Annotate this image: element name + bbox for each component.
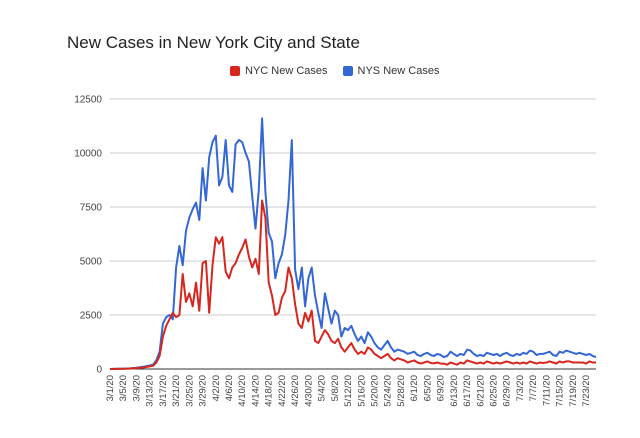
legend-label-nyc: NYC New Cases bbox=[245, 65, 328, 77]
x-tick-label: 6/5/20 bbox=[422, 375, 433, 401]
x-tick-label: 3/1/20 bbox=[105, 375, 116, 401]
x-tick-label: 3/13/20 bbox=[145, 375, 156, 407]
y-tick-label: 2500 bbox=[80, 311, 103, 322]
x-tick-label: 7/11/20 bbox=[541, 375, 552, 406]
legend-label-nys: NYS New Cases bbox=[357, 65, 440, 77]
x-tick-label: 7/15/20 bbox=[555, 375, 566, 407]
x-tick-label: 5/8/20 bbox=[330, 375, 341, 401]
x-tick-label: 5/24/20 bbox=[383, 375, 394, 407]
chart-legend: NYC New Cases NYS New Cases bbox=[230, 65, 454, 77]
series-line-nyc-new-cases bbox=[109, 199, 596, 370]
x-tick-label: 3/17/20 bbox=[158, 375, 169, 407]
y-tick-label: 12500 bbox=[74, 95, 102, 106]
x-tick-label: 7/23/20 bbox=[581, 375, 592, 407]
x-tick-label: 3/9/20 bbox=[131, 375, 142, 401]
x-tick-label: 7/19/20 bbox=[568, 375, 579, 407]
x-tick-label: 5/12/20 bbox=[343, 375, 354, 407]
series-lines bbox=[109, 117, 597, 370]
x-tick-label: 4/14/20 bbox=[250, 375, 261, 407]
x-tick-label: 4/6/20 bbox=[224, 375, 235, 401]
legend-swatch-nyc bbox=[230, 66, 240, 76]
y-axis-ticks: 0 2500 5000 7500 10000 12500 bbox=[74, 95, 102, 376]
x-tick-label: 7/7/20 bbox=[528, 375, 539, 401]
x-tick-label: 6/13/20 bbox=[449, 375, 460, 407]
x-tick-label: 5/28/20 bbox=[396, 375, 407, 407]
x-tick-label: 6/1/20 bbox=[409, 375, 420, 401]
y-tick-label: 5000 bbox=[80, 257, 103, 268]
y-tick-label: 10000 bbox=[74, 149, 102, 160]
x-tick-label: 6/9/20 bbox=[436, 375, 447, 401]
x-tick-label: 4/10/20 bbox=[237, 375, 248, 407]
x-tick-label: 5/4/20 bbox=[317, 375, 328, 401]
x-tick-label: 4/22/20 bbox=[277, 375, 288, 407]
x-tick-label: 6/21/20 bbox=[475, 375, 486, 407]
x-tick-label: 4/18/20 bbox=[264, 375, 275, 407]
x-tick-label: 3/25/20 bbox=[184, 375, 195, 407]
gridlines bbox=[110, 98, 596, 370]
x-tick-label: 3/21/20 bbox=[171, 375, 182, 407]
x-tick-label: 3/5/20 bbox=[118, 375, 129, 401]
x-tick-label: 7/3/20 bbox=[515, 375, 526, 401]
y-tick-label: 7500 bbox=[80, 203, 103, 214]
legend-item-nyc: NYC New Cases bbox=[230, 65, 328, 77]
x-tick-label: 4/30/20 bbox=[303, 375, 314, 407]
x-tick-label: 5/16/20 bbox=[356, 375, 367, 407]
x-tick-label: 3/29/20 bbox=[198, 375, 209, 407]
x-tick-label: 4/26/20 bbox=[290, 375, 301, 407]
legend-swatch-nys bbox=[342, 66, 353, 76]
x-tick-label: 6/17/20 bbox=[462, 375, 473, 407]
series-line-nys-new-cases bbox=[109, 117, 597, 370]
x-axis-ticks: 3/1/20 3/5/20 3/9/20 3/13/20 3/17/20 3/21/20 3… bbox=[105, 375, 592, 407]
x-tick-label: 5/20/20 bbox=[369, 375, 380, 407]
x-tick-label: 6/25/20 bbox=[489, 375, 500, 407]
x-tick-label: 4/2/20 bbox=[211, 375, 222, 401]
chart-title: New Cases in New York City and State bbox=[67, 33, 360, 52]
y-tick-label: 0 bbox=[96, 365, 102, 376]
legend-item-nys: NYS New Cases bbox=[342, 65, 440, 77]
x-tick-label: 6/29/20 bbox=[502, 375, 513, 407]
